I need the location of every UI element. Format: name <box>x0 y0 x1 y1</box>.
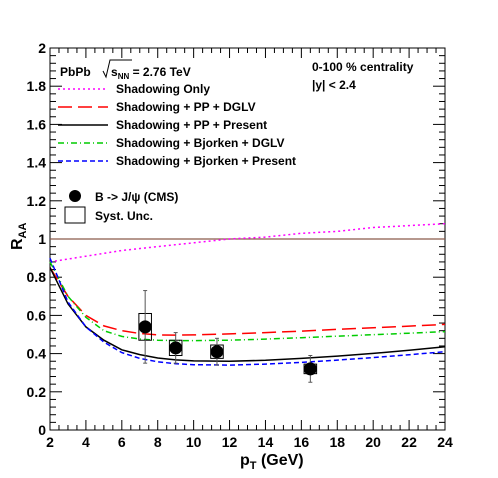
series-line <box>49 267 446 362</box>
svg-text:Syst. Unc.: Syst. Unc. <box>95 209 153 223</box>
svg-text:sNN = 2.76 TeV: sNN = 2.76 TeV <box>111 65 191 81</box>
x-tick-label: 24 <box>437 434 453 450</box>
x-tick-label: 12 <box>222 434 238 450</box>
series-line <box>49 267 446 336</box>
series-line <box>49 222 446 263</box>
sqrt-symbol <box>102 59 132 79</box>
x-tick-label: 14 <box>258 434 274 450</box>
y-tick-label: 1.2 <box>27 193 47 209</box>
series-line <box>49 257 446 366</box>
legend-marker-cms <box>69 190 81 202</box>
x-tick-label: 10 <box>186 434 202 450</box>
x-tick-label: 2 <box>46 434 54 450</box>
legend-marker-syst <box>64 206 86 224</box>
data-point <box>210 345 224 359</box>
y-tick-label: 0.2 <box>27 384 47 400</box>
y-tick-label: 0 <box>38 422 46 438</box>
energy-label: sNN = 2.76 TeV <box>102 59 191 81</box>
y-axis-title: RAA <box>9 222 29 250</box>
x-tick-label: 16 <box>294 434 310 450</box>
rapidity-label: |y| < 2.4 <box>312 78 356 92</box>
legend-entry-syst: Syst. Unc. <box>64 206 153 224</box>
axis-ticks <box>49 47 446 431</box>
x-tick-label: 6 <box>118 434 126 450</box>
y-tick-label: 2 <box>38 40 46 56</box>
x-tick-label: 22 <box>401 434 417 450</box>
x-axis-title: pT (GeV) <box>240 452 304 472</box>
legend-label: Shadowing + PP + DGLV <box>116 100 256 114</box>
legend: Shadowing Only Shadowing + PP + DGLV Shado… <box>58 82 296 168</box>
data-point <box>303 362 317 376</box>
svg-text:B -> J/ψ (CMS): B -> J/ψ (CMS) <box>95 190 178 204</box>
series-line <box>49 261 446 342</box>
data-point <box>169 341 183 355</box>
legend-label: Shadowing + Bjorken + DGLV <box>116 136 284 150</box>
x-tick-label: 20 <box>365 434 381 450</box>
y-tick-label: 1.6 <box>27 116 47 132</box>
legend-label: Shadowing + Bjorken + Present <box>116 154 296 168</box>
legend-label: Shadowing Only <box>116 82 210 96</box>
y-tick-label: 0.4 <box>27 346 47 362</box>
y-tick-label: 1 <box>38 231 46 247</box>
y-tick-label: 1.8 <box>27 78 47 94</box>
y-tick-labels: 0 0.2 0.4 0.6 0.8 1 1.2 1.4 1.6 1.8 2 <box>27 40 47 438</box>
y-tick-label: 1.4 <box>27 155 47 171</box>
legend-entry-cms: B -> J/ψ (CMS) <box>69 190 178 204</box>
x-tick-label: 4 <box>82 434 90 450</box>
legend-label: Shadowing + PP + Present <box>116 118 267 132</box>
x-tick-label: 18 <box>329 434 345 450</box>
cms-data-points <box>138 290 318 383</box>
y-tick-label: 0.6 <box>27 307 47 323</box>
x-tick-labels: 2 4 6 8 10 12 14 16 18 20 22 24 <box>46 434 453 450</box>
centrality-label: 0-100 % centrality <box>312 60 414 74</box>
collision-system: PbPb <box>60 65 91 79</box>
x-tick-label: 8 <box>154 434 162 450</box>
data-point <box>138 320 152 334</box>
model-curves <box>49 222 446 366</box>
y-tick-label: 0.8 <box>27 269 47 285</box>
